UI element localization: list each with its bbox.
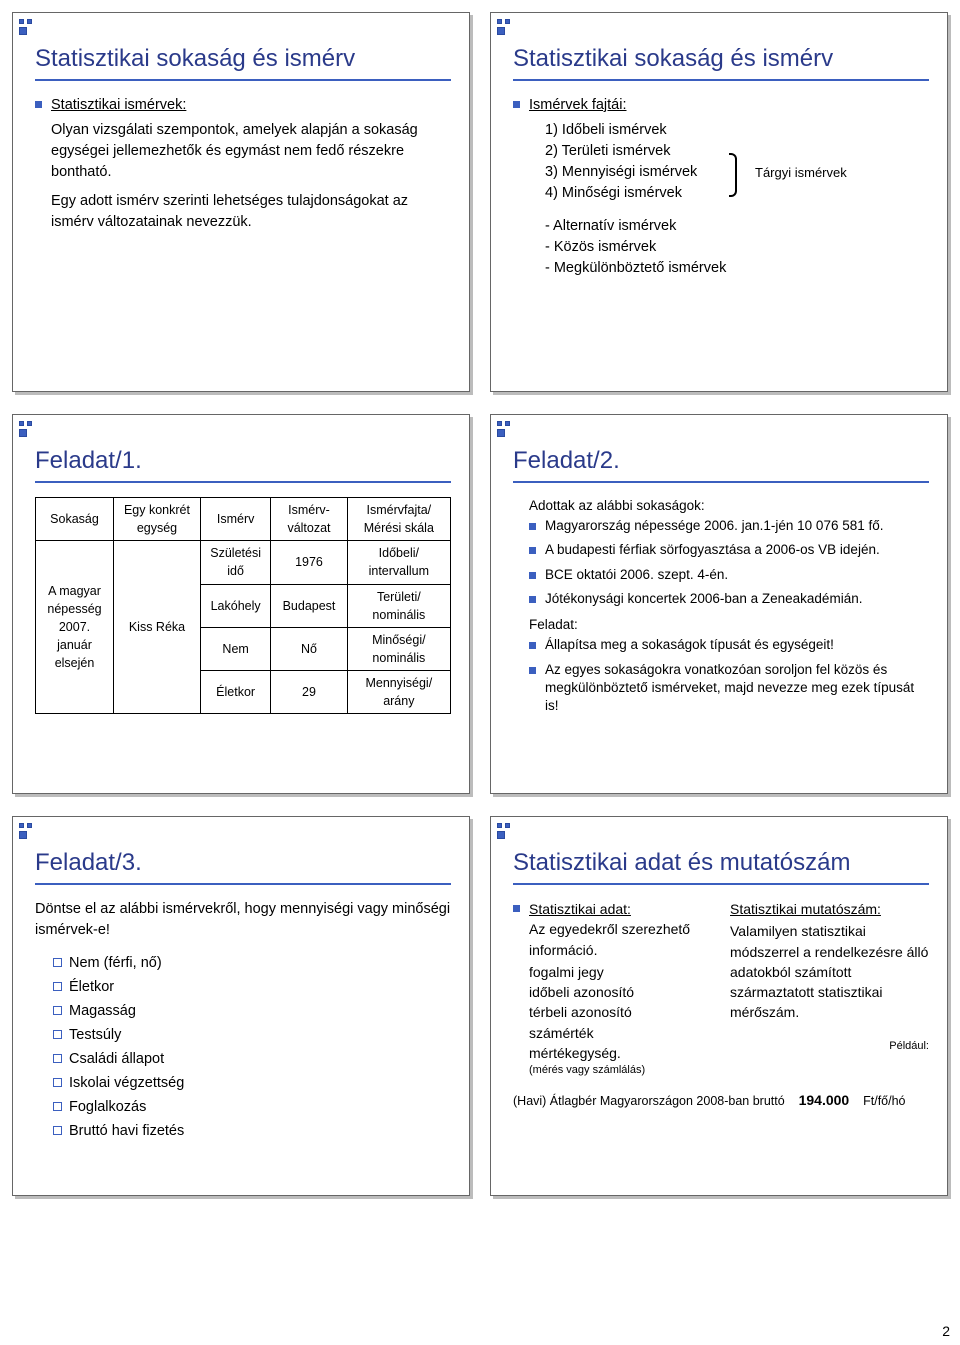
slide-title: Statisztikai adat és mutatószám — [513, 849, 929, 877]
task-label: Feladat: — [529, 616, 929, 634]
list-item: Magyarország népessége 2006. jan.1-jén 1… — [529, 517, 929, 535]
note: (mérés vagy számlálás) — [529, 1063, 712, 1079]
footer-example: (Havi) Átlagbér Magyarországon 2008-ban … — [513, 1091, 929, 1109]
table-header-row: Sokaság Egy konkrét egység Ismérv Ismérv… — [36, 498, 451, 541]
title-rule — [513, 883, 929, 885]
list-item: A budapesti férfiak sörfogyasztása a 200… — [529, 541, 929, 559]
title-rule — [35, 79, 451, 81]
slide-title: Feladat/1. — [35, 447, 451, 475]
footer-a: (Havi) Átlagbér Magyarországon 2008-ban … — [513, 1094, 785, 1108]
cell: Időbeli/ intervallum — [347, 541, 450, 584]
title-rule — [513, 481, 929, 483]
list-item-4: 4) Minőségi ismérvek — [545, 183, 929, 204]
side-note: Tárgyi ismérvek — [755, 165, 847, 180]
th-sokasag: Sokaság — [36, 498, 114, 541]
question-text: Döntse el az alábbi ismérvekről, hogy me… — [35, 899, 451, 941]
slide-5: Feladat/3. Döntse el az alábbi ismérvekr… — [12, 816, 470, 1196]
cell: Minőségi/ nominális — [347, 627, 450, 670]
detail: fogalmi jegy — [529, 962, 712, 982]
list-item: Nem (férfi, nő) — [53, 953, 451, 974]
list-item-3: 3) Mennyiségi ismérvek — [545, 162, 929, 183]
bullet-lead: Ismérvek fajtái: 1) Időbeli ismérvek 2) … — [513, 95, 929, 279]
list-item: Magasság — [53, 1001, 451, 1022]
slide-title: Feladat/2. — [513, 447, 929, 475]
cell: Nő — [271, 627, 347, 670]
right-heading: Statisztikai mutatószám: — [730, 899, 929, 919]
cell: Lakóhely — [200, 584, 270, 627]
cell-sokasag: A magyar népesség 2007. január elsején — [36, 541, 114, 714]
slide-title: Statisztikai sokaság és ismérv — [35, 45, 451, 73]
cell: Életkor — [200, 671, 270, 714]
title-rule — [513, 79, 929, 81]
slide-4: Feladat/2. Adottak az alábbi sokaságok: … — [490, 414, 948, 794]
cell: Születési idő — [200, 541, 270, 584]
detail: mértékegység. — [529, 1043, 712, 1063]
slide-title: Statisztikai sokaság és ismérv — [513, 45, 929, 73]
slide-1: Statisztikai sokaság és ismérv Statiszti… — [12, 12, 470, 392]
th-egyseg: Egy konkrét egység — [114, 498, 201, 541]
table-row: A magyar népesség 2007. január elsején K… — [36, 541, 451, 584]
corner-decoration — [19, 421, 32, 437]
sub-item-1: - Alternatív ismérvek — [545, 216, 929, 237]
lead-text: Statisztikai ismérvek: — [51, 97, 186, 113]
cell: 29 — [271, 671, 347, 714]
cell: Mennyiségi/ arány — [347, 671, 450, 714]
example-label: Például: — [730, 1039, 929, 1055]
detail: számérték — [529, 1023, 712, 1043]
slide-grid: Statisztikai sokaság és ismérv Statiszti… — [12, 12, 948, 1196]
list-item-2: 2) Területi ismérvek — [545, 141, 929, 162]
detail: térbeli azonosító — [529, 1002, 712, 1022]
page-number: 2 — [942, 1323, 950, 1339]
corner-decoration — [497, 823, 510, 839]
list-item: Bruttó havi fizetés — [53, 1121, 451, 1142]
example-table: Sokaság Egy konkrét egység Ismérv Ismérv… — [35, 497, 451, 714]
slide-3: Feladat/1. Sokaság Egy konkrét egység Is… — [12, 414, 470, 794]
left-p1: Az egyedekről szerezhető információ. — [529, 919, 712, 960]
title-rule — [35, 481, 451, 483]
left-heading: Statisztikai adat: — [529, 901, 631, 917]
intro-text: Adottak az alábbi sokaságok: — [529, 497, 929, 515]
corner-decoration — [19, 823, 32, 839]
list-item-1: 1) Időbeli ismérvek — [545, 120, 929, 141]
list-item: BCE oktatói 2006. szept. 4-én. — [529, 566, 929, 584]
lead-text: Ismérvek fajtái: — [529, 97, 627, 113]
cell: Nem — [200, 627, 270, 670]
list-item: Iskolai végzettség — [53, 1073, 451, 1094]
corner-decoration — [497, 421, 510, 437]
list-item: Jótékonysági koncertek 2006-ban a Zeneak… — [529, 590, 929, 608]
cell: Területi/ nominális — [347, 584, 450, 627]
sub-item-3: - Megkülönböztető ismérvek — [545, 258, 929, 279]
list-item: Családi állapot — [53, 1049, 451, 1070]
th-fajta: Ismérvfajta/ Mérési skála — [347, 498, 450, 541]
sub-item-2: - Közös ismérvek — [545, 237, 929, 258]
paragraph-2: Egy adott ismérv szerinti lehetséges tul… — [51, 191, 451, 233]
list-item: Állapítsa meg a sokaságok típusát és egy… — [529, 636, 929, 654]
slide-title: Feladat/3. — [35, 849, 451, 877]
footer-c: Ft/fő/hó — [863, 1094, 905, 1108]
list-item: Életkor — [53, 977, 451, 998]
list-item: Foglalkozás — [53, 1097, 451, 1118]
title-rule — [35, 883, 451, 885]
list-item: Az egyes sokaságokra vonatkozóan soroljo… — [529, 661, 929, 716]
brace-icon — [729, 153, 737, 197]
bullet-lead: Statisztikai ismérvek: Olyan vizsgálati … — [35, 95, 451, 233]
footer-b: 194.000 — [799, 1092, 850, 1108]
detail: időbeli azonosító — [529, 982, 712, 1002]
th-ismerv: Ismérv — [200, 498, 270, 541]
corner-decoration — [497, 19, 510, 35]
slide-2: Statisztikai sokaság és ismérv Ismérvek … — [490, 12, 948, 392]
corner-decoration — [19, 19, 32, 35]
slide-6: Statisztikai adat és mutatószám Statiszt… — [490, 816, 948, 1196]
list-item: Testsúly — [53, 1025, 451, 1046]
cell: 1976 — [271, 541, 347, 584]
th-valtozat: Ismérv-változat — [271, 498, 347, 541]
right-p1: Valamilyen statisztikai módszerrel a ren… — [730, 921, 929, 1022]
left-block: Statisztikai adat: Az egyedekről szerezh… — [513, 899, 712, 1079]
paragraph-1: Olyan vizsgálati szempontok, amelyek ala… — [51, 120, 451, 183]
cell-egyseg: Kiss Réka — [114, 541, 201, 714]
cell: Budapest — [271, 584, 347, 627]
